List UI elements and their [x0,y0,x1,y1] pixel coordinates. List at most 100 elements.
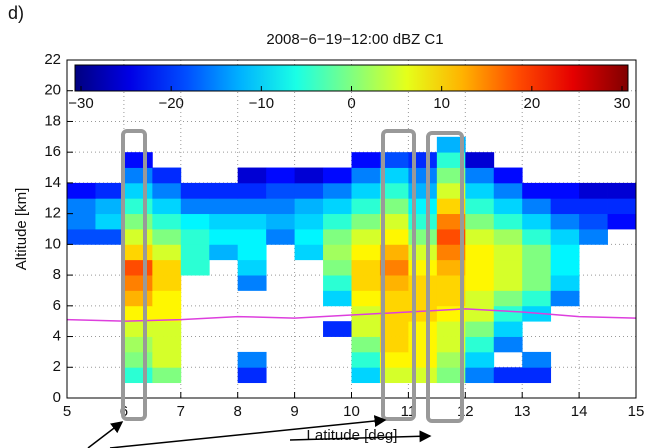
highlight-box [121,129,147,421]
heat-cell [351,367,381,384]
heat-cell [379,259,409,276]
heat-cell [67,182,96,199]
y-tick-label: 22 [44,51,61,68]
heat-cell [323,229,352,245]
heat-cell [152,351,182,368]
x-tick-label: 14 [571,403,588,420]
heat-cell [209,229,239,245]
heat-cell [123,305,153,322]
heat-cell [465,336,495,353]
heat-cell [152,213,182,230]
heat-cell [436,367,466,384]
heat-cell [465,351,495,368]
heat-cell [465,213,495,230]
heat-cell [522,259,552,276]
heat-cell [123,229,153,245]
heat-cell [351,152,381,168]
heat-cell [522,275,552,291]
x-tick-label: 12 [457,403,474,420]
heat-cell [493,336,523,353]
heat-cell [123,259,153,276]
colorbar-tick-label: 0 [347,95,355,112]
heat-cell [323,321,352,337]
colorbar-tick-label: 20 [523,95,540,112]
heat-cell [550,213,580,230]
heat-cell [323,167,352,184]
heat-cell [152,198,182,215]
heat-cell [323,290,352,307]
heat-cell [579,229,608,245]
colorbar-tick-label: 30 [614,95,631,112]
heat-cell [152,167,182,184]
y-tick-label: 12 [44,205,61,222]
heat-cell [180,182,210,199]
heat-cell [152,367,182,384]
heat-cell [266,182,295,199]
heat-cell [237,182,267,199]
heat-cell [152,244,182,261]
heat-cell [123,351,153,368]
annotations [87,129,464,448]
heat-cell [323,244,352,261]
heat-cell [237,275,267,291]
arrow [87,421,124,448]
heat-cell [95,182,125,199]
y-tick-label: 0 [53,389,61,406]
heat-cell [379,336,409,353]
heat-cell [465,259,495,276]
heat-cell [522,290,552,307]
y-tick-label: 10 [44,235,61,252]
heat-cell [607,182,637,199]
heat-cell [607,213,637,230]
heat-cell [294,213,324,230]
heat-cell [351,290,381,307]
heat-cell [237,367,267,384]
heat-cell [237,213,267,230]
heat-cell [67,198,96,215]
heat-cell [465,367,495,384]
y-axis-label: Altitude [km] [13,188,30,271]
heat-cell [237,259,267,276]
heat-cell [180,244,210,261]
heat-cell [436,229,466,245]
heat-cell [465,198,495,215]
heat-cell [351,336,381,353]
heat-cell [379,305,409,322]
x-tick-label: 15 [628,403,645,420]
heat-cell [379,290,409,307]
heat-cell [180,198,210,215]
heat-cell [152,290,182,307]
heat-cell [493,275,523,291]
x-tick-label: 5 [63,403,71,420]
heat-cell [351,167,381,184]
heat-cell [294,244,324,261]
heat-cell [436,321,466,337]
heat-cell [465,305,495,322]
heat-cell [237,198,267,215]
heat-cell [237,167,267,184]
heat-cell [351,213,381,230]
heat-cell [294,182,324,199]
heat-cell [465,244,495,261]
heat-cell [550,259,580,276]
heat-cell [152,182,182,199]
highlight-box [381,129,416,421]
y-tick-label: 4 [53,328,61,345]
heat-cell [323,275,352,291]
heat-cell [550,290,580,307]
heat-cell [522,244,552,261]
heat-cell [209,213,239,230]
heat-cell [493,367,523,384]
heat-cell [522,367,552,384]
heat-cell [493,229,523,245]
heat-cell [493,213,523,230]
heat-cell [379,213,409,230]
heat-cell [237,351,267,368]
heat-cell [123,290,153,307]
heat-cell [493,182,523,199]
colorbar-tick-label: −10 [249,95,274,112]
heat-cell [550,198,580,215]
heat-cell [323,213,352,230]
y-tick-label: 16 [44,143,61,160]
